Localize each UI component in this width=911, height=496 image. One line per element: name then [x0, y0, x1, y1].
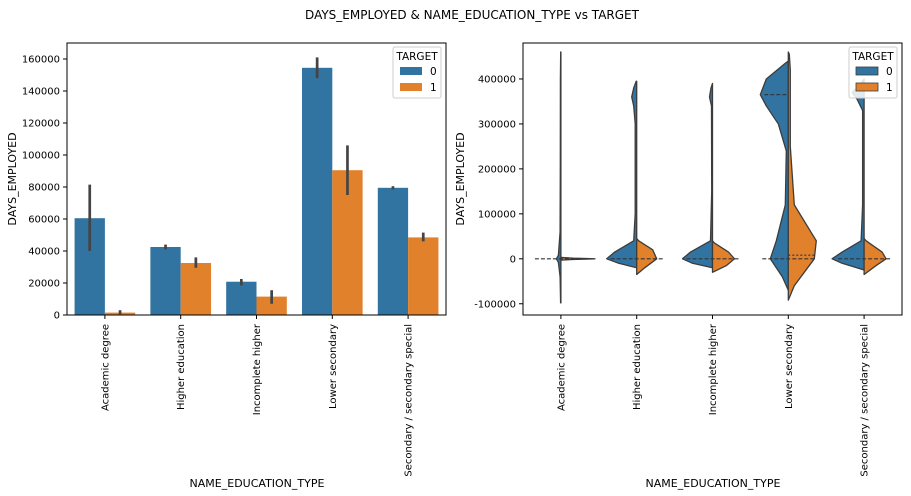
- violin-yticks: -100000 0 100000 200000 300000 400000: [474, 74, 523, 310]
- bar-ytick-label: 160000: [22, 55, 60, 66]
- bar-ytick-label: 140000: [22, 87, 60, 98]
- bar-legend-title: TARGET: [395, 51, 438, 63]
- violin-legend: TARGET TARGET 0 1: [848, 46, 898, 99]
- violin-xticks: Academic degree Higher education Incomplet…: [556, 315, 871, 477]
- violin-half-series0-0: [555, 51, 562, 304]
- bar-series1-4: [408, 237, 439, 315]
- bar-legend-label-0: 0: [430, 66, 437, 78]
- bar-series0-4: [377, 187, 409, 315]
- violin-half-series1-2: [711, 240, 736, 273]
- figure-title: DAYS_EMPLOYED & NAME_EDUCATION_TYPE vs T…: [305, 8, 640, 22]
- violin-ytick-label: 400000: [478, 74, 516, 85]
- violin-xtick-label: Academic degree: [556, 324, 567, 411]
- violin-xtick-label: Incomplete higher: [708, 323, 719, 415]
- bar-xtick-label: Secondary / secondary special: [404, 324, 415, 477]
- violin-xtick-label: Lower secondary: [784, 324, 795, 409]
- violin-half-series1-4: [863, 237, 887, 276]
- violin-half-series1-1: [636, 237, 658, 276]
- bar-marks: [74, 57, 439, 315]
- bar-ytick-label: 100000: [22, 151, 60, 162]
- violin-ytick-label: 0: [510, 254, 516, 265]
- violin-xtick-label: Secondary / secondary special: [860, 324, 871, 477]
- bar-ytick-label: 80000: [28, 183, 60, 194]
- bar-legend-swatch-1: [400, 83, 422, 91]
- bar-xticks: Academic degree Higher education Incomplet…: [100, 315, 415, 477]
- bar-xlabel: NAME_EDUCATION_TYPE: [190, 477, 325, 490]
- bar-series1-1: [180, 263, 212, 315]
- violin-half-series0-3: [759, 60, 789, 291]
- violin-half-series0-1: [606, 80, 638, 269]
- bar-legend-label-1: 1: [430, 82, 437, 94]
- bar-chart: 0 20000 40000 60000 80000 100000 120000 140000 1…: [6, 42, 447, 490]
- violin-xtick-label: Higher education: [632, 324, 643, 410]
- bar-xtick-label: Academic degree: [100, 324, 111, 411]
- violin-half-series0-2: [681, 82, 714, 269]
- bar-xtick-label: Lower secondary: [328, 324, 339, 409]
- bar-ytick-label: 120000: [22, 119, 60, 130]
- bar-legend: TARGET 0 1: [392, 46, 442, 99]
- violin-half-series0-4: [831, 78, 865, 271]
- bar-ytick-label: 60000: [28, 215, 60, 226]
- violin-ytick-label: 100000: [478, 209, 516, 220]
- bar-series0-1: [150, 247, 181, 315]
- violin-ytick-label: -100000: [474, 299, 516, 310]
- violin-half-series1-3: [787, 51, 817, 301]
- violin-ytick-label: 300000: [478, 119, 516, 130]
- violin-legend-series-0: 0: [886, 66, 893, 78]
- violin-chart: -100000 0 100000 200000 300000 400000 Academi…: [454, 42, 903, 490]
- bar-ytick-label: 40000: [28, 247, 60, 258]
- violin-marks: [534, 51, 891, 304]
- bar-ytick-label: 20000: [28, 279, 60, 290]
- violin-xlabel: NAME_EDUCATION_TYPE: [646, 477, 781, 490]
- bar-ytick-label: 0: [54, 311, 60, 322]
- bar-yticks: 0 20000 40000 60000 80000 100000 120000 140000 1…: [22, 55, 67, 322]
- violin-legend-title: TARGET: [851, 51, 894, 63]
- violin-ylabel: DAYS_EMPLOYED: [454, 132, 467, 225]
- bar-series1-2: [256, 296, 287, 315]
- violin-legend-series-1: 1: [886, 82, 893, 94]
- bar-xtick-label: Incomplete higher: [252, 323, 263, 415]
- violin-legend-swatch-1: [855, 82, 879, 92]
- violin-ytick-label: 200000: [478, 164, 516, 175]
- violin-legend-swatch-0: [855, 66, 879, 76]
- bar-legend-swatch-0: [400, 67, 422, 75]
- bar-ylabel: DAYS_EMPLOYED: [6, 132, 19, 225]
- bar-series0-3: [301, 67, 333, 315]
- bar-series0-2: [226, 281, 257, 315]
- bar-xtick-label: Higher education: [176, 324, 187, 410]
